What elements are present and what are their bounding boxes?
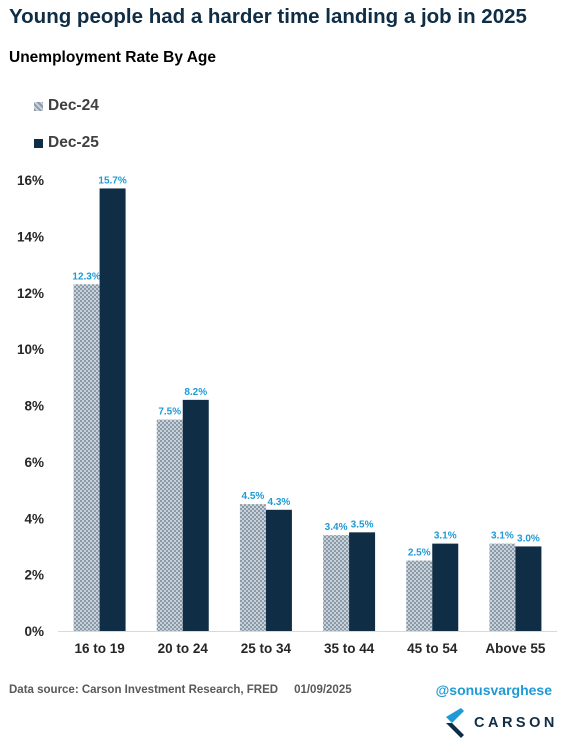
y-tick-label: 4% [24, 511, 44, 526]
twitter-handle[interactable]: @sonusvarghese [435, 682, 552, 698]
carson-logo: CARSON [446, 707, 558, 739]
y-tick-label: 12% [17, 286, 44, 301]
source-text: Data source: Carson Investment Research,… [9, 684, 279, 696]
bar-dec24 [406, 560, 433, 631]
logo-text: CARSON [474, 715, 558, 731]
bar-dec24 [73, 284, 100, 631]
x-tick-label: 16 to 19 [74, 641, 124, 656]
legend-item-dec25: Dec-25 [34, 133, 99, 153]
legend-swatch-dec24 [34, 101, 43, 111]
source-date: 01/09/2025 [294, 684, 352, 696]
y-tick-label: 14% [17, 229, 44, 244]
bar-dec25 [349, 532, 376, 631]
bar-dec25 [99, 188, 126, 632]
y-tick-label: 0% [24, 624, 44, 639]
y-tick-label: 6% [24, 455, 44, 470]
legend-label-dec25: Dec-25 [48, 134, 99, 151]
y-tick-label: 10% [17, 342, 44, 357]
data-label: 15.7% [98, 175, 126, 186]
y-tick-label: 8% [24, 399, 44, 414]
carson-chevron-icon [446, 708, 464, 738]
data-label: 2.5% [408, 548, 431, 559]
bar-dec25 [432, 543, 459, 631]
bar-dec25 [265, 509, 292, 631]
x-tick-label: 25 to 34 [241, 641, 292, 656]
data-label: 3.5% [351, 519, 374, 530]
data-label: 3.1% [491, 531, 514, 542]
footer-source: Data source: Carson Investment Research,… [9, 684, 352, 696]
data-label: 12.3% [72, 271, 100, 282]
bar-dec24 [323, 535, 350, 631]
x-tick-label: 35 to 44 [324, 641, 375, 656]
bar-dec24 [489, 543, 516, 631]
data-label: 4.5% [242, 491, 265, 502]
chart-title: Young people had a harder time landing a… [9, 5, 527, 28]
data-label: 7.5% [158, 407, 181, 418]
data-label: 3.0% [517, 533, 540, 544]
data-label: 4.3% [268, 497, 291, 508]
chart-subtitle: Unemployment Rate By Age [9, 49, 216, 66]
y-tick-label: 2% [24, 568, 44, 583]
legend-item-dec24: Dec-24 [34, 96, 99, 116]
data-label: 3.4% [325, 522, 348, 533]
y-tick-label: 16% [17, 173, 44, 188]
legend-swatch-dec25 [34, 138, 43, 148]
bar-dec25 [515, 546, 542, 631]
x-tick-label: Above 55 [485, 641, 546, 656]
bar-dec24 [156, 419, 183, 631]
x-tick-label: 20 to 24 [158, 641, 209, 656]
data-label: 8.2% [184, 387, 207, 398]
data-label: 3.1% [434, 531, 457, 542]
bar-dec24 [239, 504, 266, 631]
x-tick-label: 45 to 54 [407, 641, 458, 656]
legend-label-dec24: Dec-24 [48, 97, 99, 114]
bar-dec25 [182, 399, 209, 631]
